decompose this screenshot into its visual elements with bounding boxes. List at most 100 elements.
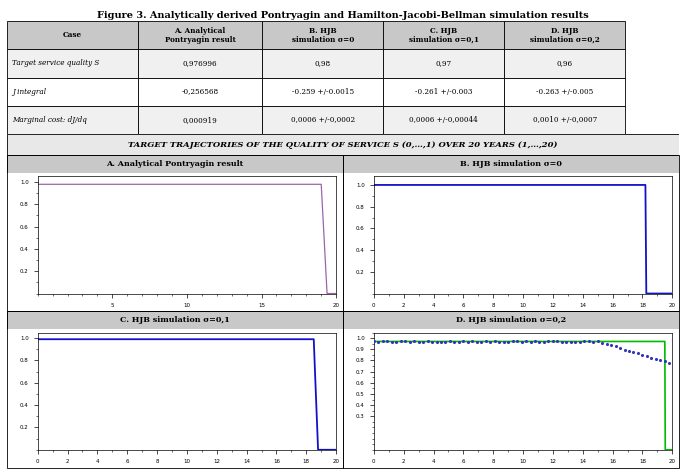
Point — [601, 341, 612, 348]
Point — [637, 351, 648, 359]
FancyBboxPatch shape — [383, 78, 504, 106]
Point — [494, 338, 505, 345]
Point — [561, 338, 572, 345]
FancyBboxPatch shape — [504, 21, 626, 49]
Point — [610, 343, 621, 350]
Text: 0,96: 0,96 — [557, 59, 573, 68]
Point — [574, 338, 585, 345]
Text: C. HJB
simulation σ=0,1: C. HJB simulation σ=0,1 — [409, 27, 479, 44]
Point — [462, 338, 473, 345]
Point — [449, 338, 460, 345]
Point — [565, 338, 576, 346]
Point — [579, 337, 590, 345]
Text: Case: Case — [63, 31, 82, 39]
Point — [386, 338, 397, 345]
Text: 0,97: 0,97 — [436, 59, 452, 68]
Point — [641, 352, 652, 360]
Point — [368, 337, 379, 345]
FancyBboxPatch shape — [138, 78, 262, 106]
Point — [619, 346, 630, 353]
Point — [404, 338, 415, 345]
Text: A. Analytical Pontryagin result: A. Analytical Pontryagin result — [106, 160, 244, 168]
FancyBboxPatch shape — [138, 49, 262, 78]
Text: -0.263 +/-0.005: -0.263 +/-0.005 — [536, 87, 593, 96]
Text: D. HJB simulation σ=0,2: D. HJB simulation σ=0,2 — [456, 316, 566, 324]
FancyBboxPatch shape — [383, 49, 504, 78]
Text: 0,0010 +/-0,0007: 0,0010 +/-0,0007 — [533, 116, 597, 124]
FancyBboxPatch shape — [7, 155, 343, 173]
Point — [476, 338, 487, 345]
Point — [646, 354, 657, 362]
Point — [516, 338, 527, 346]
Point — [534, 338, 545, 346]
FancyBboxPatch shape — [262, 21, 383, 49]
FancyBboxPatch shape — [7, 106, 138, 134]
Point — [583, 337, 594, 345]
Point — [628, 348, 639, 356]
Point — [418, 338, 429, 345]
Point — [606, 341, 617, 349]
FancyBboxPatch shape — [7, 21, 138, 49]
Text: A. Analytical
Pontryagin result: A. Analytical Pontryagin result — [165, 27, 235, 44]
Point — [632, 349, 643, 357]
Point — [431, 338, 442, 346]
Point — [570, 338, 581, 345]
FancyBboxPatch shape — [7, 49, 138, 78]
FancyBboxPatch shape — [7, 312, 343, 329]
Point — [503, 338, 514, 345]
Point — [373, 338, 384, 345]
Point — [382, 337, 393, 345]
Point — [556, 338, 567, 345]
Point — [400, 337, 411, 345]
Text: D. HJB
simulation σ=0,2: D. HJB simulation σ=0,2 — [530, 27, 600, 44]
Text: 0,976996: 0,976996 — [183, 59, 217, 68]
Point — [377, 337, 388, 345]
Point — [668, 360, 679, 368]
Point — [391, 338, 402, 345]
FancyBboxPatch shape — [383, 21, 504, 49]
Point — [539, 338, 549, 346]
Point — [453, 338, 464, 346]
Point — [471, 338, 482, 346]
Text: Target service quality S: Target service quality S — [12, 59, 99, 68]
FancyBboxPatch shape — [504, 106, 626, 134]
Text: -0.259 +/-0.0015: -0.259 +/-0.0015 — [292, 87, 354, 96]
Point — [507, 337, 518, 345]
Point — [413, 338, 424, 345]
Text: TARGET TRAJECTORIES OF THE QUALITY OF SERVICE S (0,…,1) OVER 20 YEARS (1,…,20): TARGET TRAJECTORIES OF THE QUALITY OF SE… — [128, 141, 558, 149]
Point — [445, 337, 456, 345]
Text: Figure 3. Analytically derived Pontryagin and Hamilton-Jacobi-Bellman simulation: Figure 3. Analytically derived Pontryagi… — [97, 11, 589, 20]
Point — [659, 357, 670, 365]
FancyBboxPatch shape — [7, 134, 679, 155]
Text: Marginal cost: dJ/dq: Marginal cost: dJ/dq — [12, 116, 87, 124]
Point — [409, 337, 420, 345]
Point — [650, 356, 661, 363]
Point — [521, 337, 532, 345]
FancyBboxPatch shape — [138, 106, 262, 134]
FancyBboxPatch shape — [138, 21, 262, 49]
Point — [440, 338, 451, 345]
Point — [597, 339, 608, 347]
Point — [489, 337, 500, 345]
Text: 0,000919: 0,000919 — [182, 116, 217, 124]
Point — [543, 337, 554, 345]
Point — [547, 337, 558, 345]
FancyBboxPatch shape — [504, 78, 626, 106]
FancyBboxPatch shape — [7, 78, 138, 106]
Text: J integral: J integral — [12, 87, 47, 96]
Point — [552, 337, 563, 345]
Text: 0,98: 0,98 — [315, 59, 331, 68]
FancyBboxPatch shape — [343, 312, 679, 329]
Point — [624, 347, 635, 355]
Text: C. HJB simulation σ=0,1: C. HJB simulation σ=0,1 — [120, 316, 230, 324]
FancyBboxPatch shape — [343, 155, 679, 173]
Point — [480, 337, 491, 345]
Text: B. HJB simulation σ=0: B. HJB simulation σ=0 — [460, 160, 562, 168]
FancyBboxPatch shape — [262, 78, 383, 106]
FancyBboxPatch shape — [383, 106, 504, 134]
Point — [588, 338, 599, 346]
Text: -0,256568: -0,256568 — [182, 87, 219, 96]
Text: 0,0006 +/-0,0002: 0,0006 +/-0,0002 — [291, 116, 355, 124]
Point — [655, 356, 666, 364]
Point — [436, 338, 447, 345]
